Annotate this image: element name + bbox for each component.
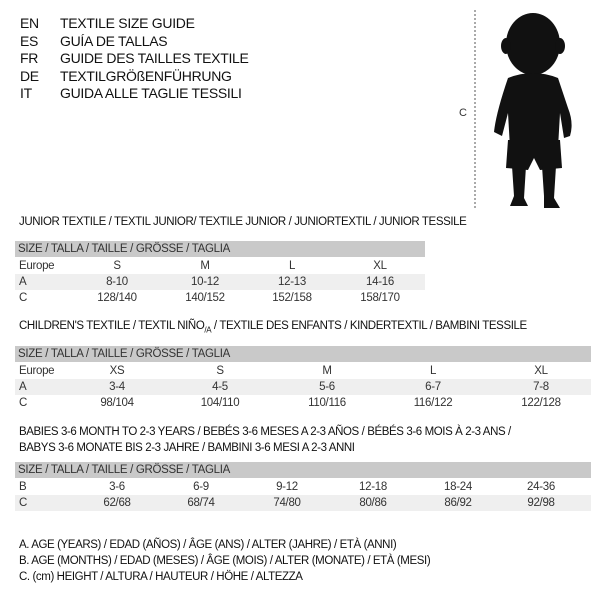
- babies-title-line1: BABIES 3-6 MONTH TO 2-3 YEARS / BEBÉS 3-…: [19, 426, 511, 438]
- height-label: C: [459, 107, 467, 119]
- cell: 122/128: [521, 397, 561, 409]
- lang-code: IT: [20, 85, 32, 101]
- lang-code: EN: [20, 15, 39, 31]
- cell: 14-16: [366, 276, 394, 288]
- children-table: SIZE / TALLA / TAILLE / GRÖSSE / TAGLIA …: [15, 346, 591, 411]
- cell: 12-18: [359, 481, 387, 493]
- junior-title: JUNIOR TEXTILE / TEXTIL JUNIOR/ TEXTILE …: [19, 216, 467, 228]
- babies-table: SIZE / TALLA / TAILLE / GRÖSSE / TAGLIA …: [15, 462, 591, 511]
- lang-code: FR: [20, 50, 39, 66]
- cell: S: [113, 260, 121, 272]
- cell: 158/170: [360, 292, 400, 304]
- cell: 18-24: [444, 481, 472, 493]
- cell: 7-8: [533, 381, 549, 393]
- cell: 92/98: [527, 497, 555, 509]
- table-row: C 62/68 68/74 74/80 80/86 86/92 92/98: [15, 495, 591, 511]
- cell: 128/140: [97, 292, 137, 304]
- language-codes: EN ES FR DE IT: [20, 15, 39, 103]
- legend-a: A. AGE (YEARS) / EDAD (AÑOS) / ÂGE (ANS)…: [19, 539, 397, 551]
- table-header: SIZE / TALLA / TAILLE / GRÖSSE / TAGLIA: [15, 241, 425, 257]
- title-text: CHILDREN'S TEXTILE / TEXTIL NIÑO: [19, 320, 205, 332]
- cell: 74/80: [273, 497, 301, 509]
- cell: 68/74: [187, 497, 215, 509]
- cell: 4-5: [212, 381, 228, 393]
- cell: 86/92: [444, 497, 472, 509]
- cell: 9-12: [276, 481, 298, 493]
- table-row: Europe XS S M L XL: [15, 363, 591, 379]
- lang-title: TEXTILGRÖßENFÜHRUNG: [60, 67, 232, 84]
- babies-title-line2: BABYS 3-6 MONATE BIS 2-3 JAHRE / BAMBINI…: [19, 442, 355, 454]
- cell: M: [322, 365, 332, 377]
- language-titles: TEXTILE SIZE GUIDE GUÍA DE TALLAS GUIDE …: [60, 15, 249, 103]
- row-label: Europe: [19, 365, 55, 377]
- cell: 8-10: [106, 276, 128, 288]
- cell: 116/122: [413, 397, 453, 409]
- row-label: C: [19, 292, 28, 304]
- child-silhouette-icon: [474, 10, 572, 210]
- cell: 104/110: [200, 397, 240, 409]
- lang-title: TEXTILE SIZE GUIDE: [60, 15, 195, 31]
- cell: L: [288, 260, 296, 272]
- cell: XL: [373, 260, 387, 272]
- cell: L: [429, 365, 437, 377]
- row-label: C: [19, 397, 28, 409]
- cell: 10-12: [191, 276, 219, 288]
- cell: 98/104: [100, 397, 134, 409]
- table-row: C 98/104 104/110 110/116 116/122 122/128: [15, 395, 591, 411]
- table-row: A 3-4 4-5 5-6 6-7 7-8: [15, 379, 591, 395]
- cell: XL: [534, 365, 548, 377]
- row-label: A: [19, 381, 27, 393]
- lang-title: GUIDE DES TAILLES TEXTILE: [60, 50, 249, 66]
- cell: M: [200, 260, 210, 272]
- cell: S: [216, 365, 224, 377]
- lang-title: GUÍA DE TALLAS: [60, 32, 168, 49]
- cell: 140/152: [185, 292, 225, 304]
- legend-c: C. (cm) HEIGHT / ALTURA / HAUTEUR / HÖHE…: [19, 571, 303, 583]
- table-header: SIZE / TALLA / TAILLE / GRÖSSE / TAGLIA: [15, 346, 591, 362]
- cell: 110/116: [308, 397, 346, 409]
- row-label: A: [19, 276, 27, 288]
- lang-title: GUIDA ALLE TAGLIE TESSILI: [60, 85, 242, 101]
- row-label: Europe: [19, 260, 55, 272]
- cell: XS: [109, 365, 125, 377]
- cell: 3-6: [109, 481, 125, 493]
- title-text: / TEXTILE DES ENFANTS / KINDERTEXTIL / B…: [211, 320, 527, 332]
- title-subscript: /A: [204, 325, 212, 335]
- children-title: CHILDREN'S TEXTILE / TEXTIL NIÑO/A / TEX…: [19, 320, 527, 334]
- cell: 6-9: [193, 481, 209, 493]
- table-row: Europe S M L XL: [15, 258, 425, 274]
- lang-code: DE: [20, 67, 39, 84]
- cell: 62/68: [103, 497, 131, 509]
- legend-b: B. AGE (MONTHS) / EDAD (MESES) / ÂGE (MO…: [19, 555, 431, 567]
- cell: 24-36: [527, 481, 555, 493]
- junior-table: SIZE / TALLA / TAILLE / GRÖSSE / TAGLIA …: [15, 241, 425, 306]
- table-row: C 128/140 140/152 152/158 158/170: [15, 290, 425, 306]
- cell: 12-13: [278, 276, 306, 288]
- table-header: SIZE / TALLA / TAILLE / GRÖSSE / TAGLIA: [15, 462, 591, 478]
- cell: 3-4: [109, 381, 125, 393]
- table-row: B 3-6 6-9 9-12 12-18 18-24 24-36: [15, 479, 591, 495]
- row-label: C: [19, 497, 28, 509]
- cell: 152/158: [272, 292, 312, 304]
- lang-code: ES: [20, 32, 39, 49]
- cell: 5-6: [319, 381, 335, 393]
- cell: 80/86: [359, 497, 387, 509]
- cell: 6-7: [425, 381, 441, 393]
- row-label: B: [19, 481, 27, 493]
- table-row: A 8-10 10-12 12-13 14-16: [15, 274, 425, 290]
